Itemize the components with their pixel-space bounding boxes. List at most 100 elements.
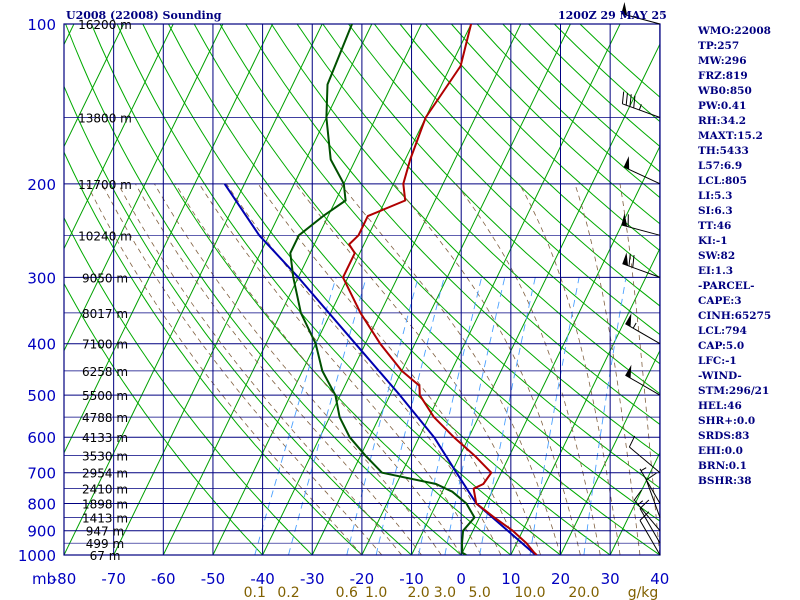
temperature-axis-labels: mb-80 -70 -60 -50 -40 -30 -20 -10 0 10 20 30 40 bbox=[32, 570, 669, 588]
height-label: 13800 m bbox=[78, 112, 132, 126]
index-line: TH:5433 bbox=[698, 145, 749, 157]
temperature-tick-label: -70 bbox=[101, 570, 126, 588]
height-label: 2954 m bbox=[82, 467, 128, 481]
isotherm-line bbox=[560, 349, 660, 555]
index-line: MAXT:15.2 bbox=[698, 130, 763, 142]
pressure-temperature-grid bbox=[63, 23, 661, 556]
height-label: 5500 m bbox=[82, 389, 128, 403]
wind-barb-shaft bbox=[633, 499, 661, 532]
isotherm-line bbox=[311, 24, 571, 555]
isotherm-line bbox=[64, 24, 174, 250]
wind-barb-half-flag bbox=[637, 500, 644, 506]
moist-adiabat-line bbox=[519, 183, 621, 555]
wind-barb-flag bbox=[629, 94, 632, 107]
wind-barb bbox=[645, 472, 661, 518]
moist-adiabat-line bbox=[393, 183, 581, 555]
wind-barb-flag bbox=[646, 472, 657, 481]
wind-barb-pennant bbox=[625, 364, 632, 379]
index-line: KI:-1 bbox=[698, 235, 728, 247]
height-label: 4788 m bbox=[82, 411, 128, 425]
temperature-tick-label: 40 bbox=[650, 570, 669, 588]
index-line: PW:0.41 bbox=[698, 100, 747, 112]
height-label: 6258 m bbox=[82, 365, 128, 379]
temperature-tick-label: 10 bbox=[501, 570, 520, 588]
parcel-trace-line bbox=[223, 183, 537, 555]
isotherm-lines bbox=[0, 24, 660, 555]
chart-datetime: 1200Z 29 MAY 25 bbox=[558, 9, 667, 22]
isotherm-line bbox=[0, 24, 24, 555]
wind-barb bbox=[628, 435, 661, 474]
height-label: 947 m bbox=[86, 525, 124, 539]
wind-barb-shaft bbox=[629, 446, 661, 474]
temperature-tick-label: -20 bbox=[350, 570, 375, 588]
pressure-tick-label: 300 bbox=[27, 269, 56, 287]
wind-barb-shaft bbox=[639, 520, 661, 556]
wind-barb-half-flag bbox=[640, 467, 647, 472]
wind-barb-flag bbox=[621, 91, 625, 104]
axis-unit-label: mb bbox=[32, 570, 56, 588]
temperature-tick-label: 20 bbox=[551, 570, 570, 588]
index-line: HEL:46 bbox=[698, 400, 742, 412]
index-line: WB0:850 bbox=[698, 85, 752, 97]
mixing-ratio-label: 0.6 bbox=[336, 585, 358, 600]
temperature-tick-label: -30 bbox=[300, 570, 325, 588]
stability-indices-panel: WMO:22008 TP:257 MW:296 FRZ:819 WB0:850 PW:0.… bbox=[698, 24, 798, 489]
wind-barb-shaft bbox=[622, 103, 661, 118]
index-line: CAPE:3 bbox=[698, 295, 742, 307]
wind-barb bbox=[621, 2, 661, 25]
index-line: RH:34.2 bbox=[698, 115, 747, 127]
index-line: LCL:805 bbox=[698, 175, 747, 187]
mixing-ratio-label: 20.0 bbox=[568, 585, 599, 600]
moist-adiabat-lines bbox=[86, 183, 660, 555]
index-line: TT:46 bbox=[698, 220, 732, 232]
wind-barb-flag bbox=[628, 435, 636, 448]
wind-barb-pennant bbox=[625, 313, 632, 327]
moist-adiabat-line bbox=[175, 183, 462, 555]
pressure-tick-label: 400 bbox=[27, 336, 56, 354]
wind-barb-shaft bbox=[625, 374, 661, 396]
temperature-tick-label: -80 bbox=[52, 570, 77, 588]
height-label: 1413 m bbox=[82, 512, 128, 526]
isotherm-line bbox=[411, 42, 660, 555]
wind-barb bbox=[625, 364, 661, 396]
height-label: 8017 m bbox=[82, 307, 128, 321]
dewpoint-line bbox=[289, 24, 476, 555]
mixing-ratio-label: 3.0 bbox=[434, 585, 456, 600]
isotherm-line bbox=[361, 24, 621, 555]
temperature-tick-label: -50 bbox=[201, 570, 226, 588]
index-line: WMO:22008 bbox=[698, 25, 771, 37]
index-line: TP:257 bbox=[698, 40, 740, 52]
pressure-tick-label: 100 bbox=[27, 16, 56, 34]
temperature-tick-label: -10 bbox=[399, 570, 424, 588]
index-line: STM:296/21 bbox=[698, 385, 770, 397]
wind-barb-pennant bbox=[621, 213, 628, 227]
mixing-ratio-unit: g/kg bbox=[628, 585, 659, 600]
height-label: 7100 m bbox=[82, 338, 128, 352]
wind-barbs bbox=[621, 2, 661, 556]
height-label: 11700 m bbox=[78, 178, 132, 192]
height-label: 3530 m bbox=[82, 450, 128, 464]
isotherm-line bbox=[510, 247, 660, 555]
wind-barb-pennant bbox=[621, 2, 628, 16]
index-line: LCL:794 bbox=[698, 325, 747, 337]
wind-barb bbox=[633, 489, 661, 532]
mixing-ratio-label: 0.1 bbox=[244, 585, 266, 600]
height-label: 2410 m bbox=[82, 483, 128, 497]
index-line: -WIND- bbox=[698, 370, 742, 382]
moist-adiabat-line bbox=[154, 183, 442, 555]
wind-barb-half-flag bbox=[638, 104, 642, 111]
wind-barb-flag bbox=[633, 95, 636, 108]
moist-adiabat-line bbox=[340, 183, 561, 555]
temperature-tick-label: 30 bbox=[601, 570, 620, 588]
wind-barb-shaft bbox=[623, 166, 661, 185]
wind-barb-shaft bbox=[645, 479, 661, 518]
height-label: 9050 m bbox=[82, 271, 128, 285]
index-line: EHI:0.0 bbox=[698, 445, 743, 457]
wind-barb bbox=[639, 499, 661, 544]
isotherm-line bbox=[113, 24, 373, 555]
height-labels: 16200 m 13800 m 11700 m 10240 m 9050 m 8017 m… bbox=[78, 18, 132, 563]
height-label: 499 m bbox=[86, 537, 124, 551]
index-line: L57:6.9 bbox=[698, 160, 743, 172]
dry-adiabat-line bbox=[193, 24, 660, 522]
